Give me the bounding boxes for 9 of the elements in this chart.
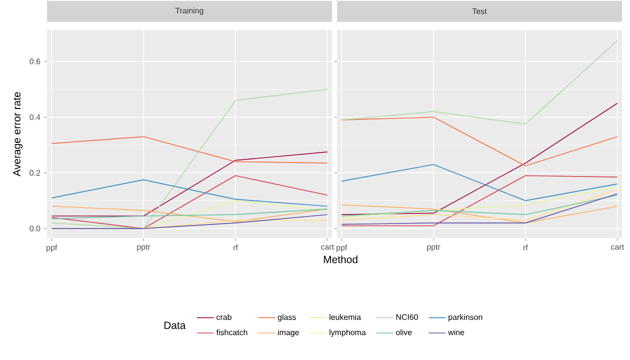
y-axis-title: Average error rate (13, 92, 23, 176)
legend-title: Data (164, 322, 186, 330)
line-series (51, 179, 328, 207)
line-series (51, 206, 328, 222)
line-series (51, 208, 328, 220)
x-axis-title: Method (324, 256, 358, 264)
line-series (51, 175, 328, 229)
line-series (51, 136, 328, 164)
line-series (51, 88, 328, 229)
